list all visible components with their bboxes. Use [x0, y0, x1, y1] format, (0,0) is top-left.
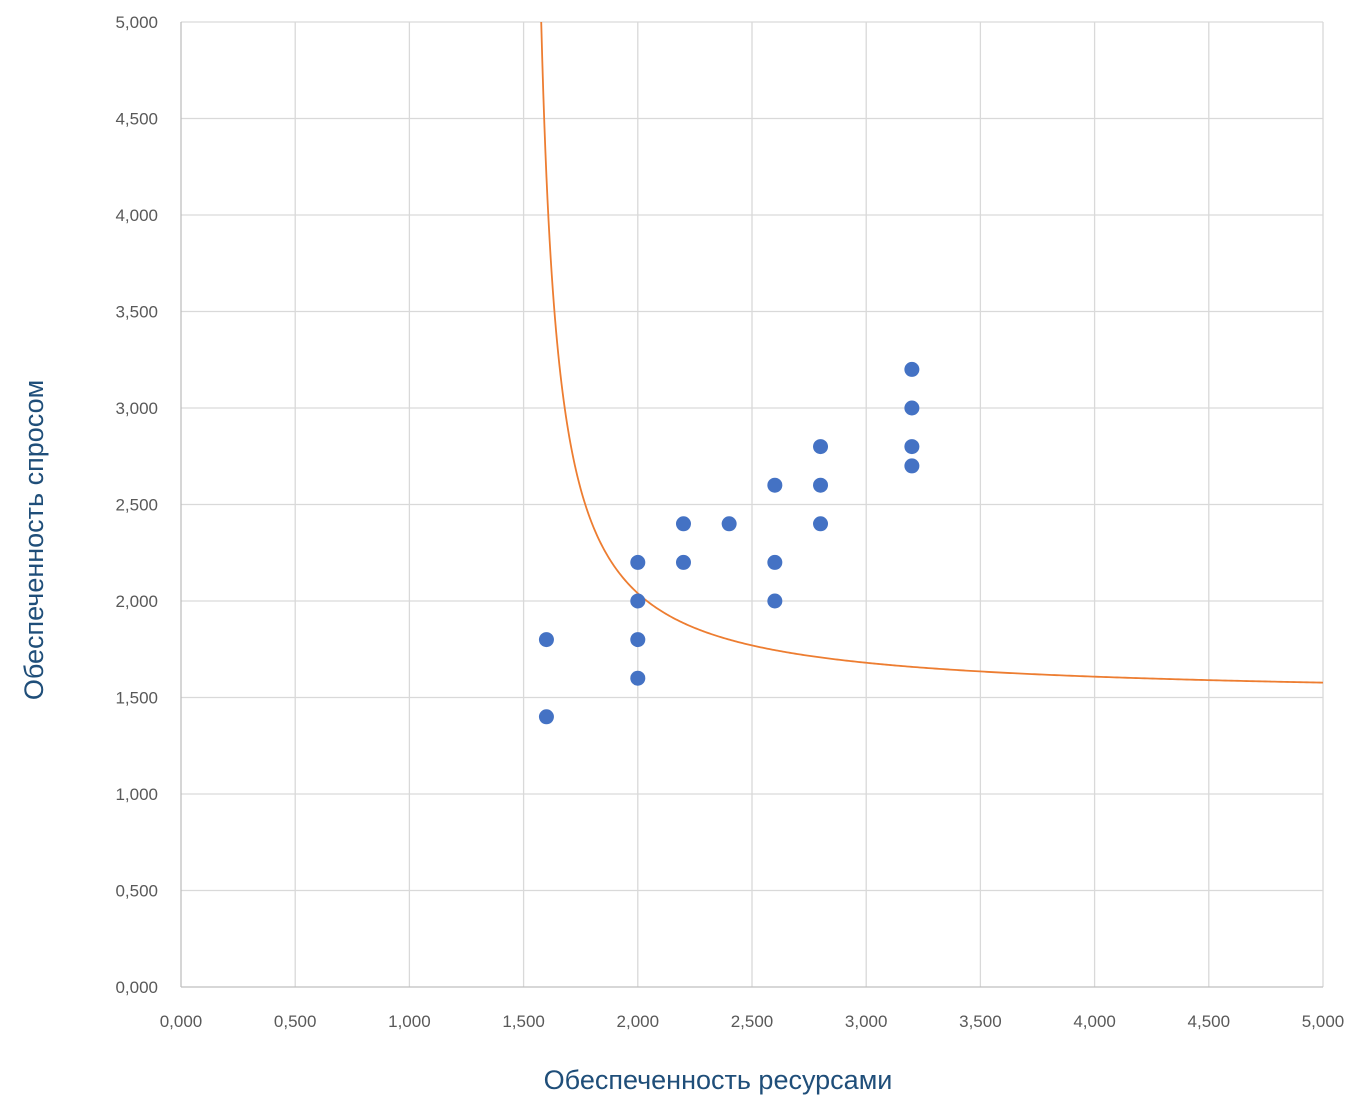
curve-line — [540, 21, 1324, 684]
data-point — [630, 593, 646, 609]
y-tick-label: 4,500 — [115, 110, 158, 129]
y-tick-label: 3,500 — [115, 303, 158, 322]
data-point — [767, 593, 783, 609]
data-point — [675, 554, 691, 570]
y-tick-label: 2,000 — [115, 592, 158, 611]
data-point — [904, 458, 920, 474]
axes — [180, 22, 1323, 988]
x-tick-label: 3,000 — [845, 1012, 888, 1031]
y-tick-label: 1,000 — [115, 785, 158, 804]
y-tick-labels: 0,000 0,500 1,000 1,500 2,000 2,500 3,000 3,500… — [115, 13, 158, 997]
y-tick-label: 3,000 — [115, 399, 158, 418]
data-point — [767, 554, 783, 570]
x-tick-labels: 0,000 0,500 1,000 1,500 2,000 2,500 3,000 3,500… — [160, 1012, 1345, 1031]
data-point — [904, 400, 920, 416]
x-tick-label: 1,000 — [388, 1012, 431, 1031]
x-tick-label: 0,000 — [160, 1012, 203, 1031]
data-point — [813, 477, 829, 493]
data-point — [813, 516, 829, 532]
x-tick-label: 3,500 — [959, 1012, 1002, 1031]
y-tick-label: 0,000 — [115, 978, 158, 997]
y-tick-label: 5,000 — [115, 13, 158, 32]
x-tick-label: 2,500 — [731, 1012, 774, 1031]
data-point — [813, 439, 829, 455]
data-point — [904, 361, 920, 377]
data-point — [904, 439, 920, 455]
y-tick-label: 0,500 — [115, 882, 158, 901]
scatter-series — [538, 361, 920, 725]
x-tick-label: 4,500 — [1188, 1012, 1231, 1031]
y-tick-label: 1,500 — [115, 689, 158, 708]
curve-series — [540, 21, 1324, 684]
data-point — [630, 670, 646, 686]
x-tick-label: 4,000 — [1073, 1012, 1116, 1031]
data-point — [538, 709, 554, 725]
data-point — [630, 554, 646, 570]
x-tick-label: 5,000 — [1302, 1012, 1345, 1031]
data-point — [721, 516, 737, 532]
x-tick-label: 2,000 — [617, 1012, 660, 1031]
x-tick-label: 1,500 — [502, 1012, 545, 1031]
gridlines — [181, 21, 1324, 987]
x-tick-label: 0,500 — [274, 1012, 317, 1031]
data-point — [630, 632, 646, 648]
y-axis-title: Обеспеченность спросом — [19, 380, 49, 700]
y-tick-label: 2,500 — [115, 496, 158, 515]
x-axis-title: Обеспеченность ресурсами — [544, 1065, 893, 1095]
data-point — [675, 516, 691, 532]
data-point — [767, 477, 783, 493]
data-point — [538, 632, 554, 648]
y-tick-label: 4,000 — [115, 206, 158, 225]
